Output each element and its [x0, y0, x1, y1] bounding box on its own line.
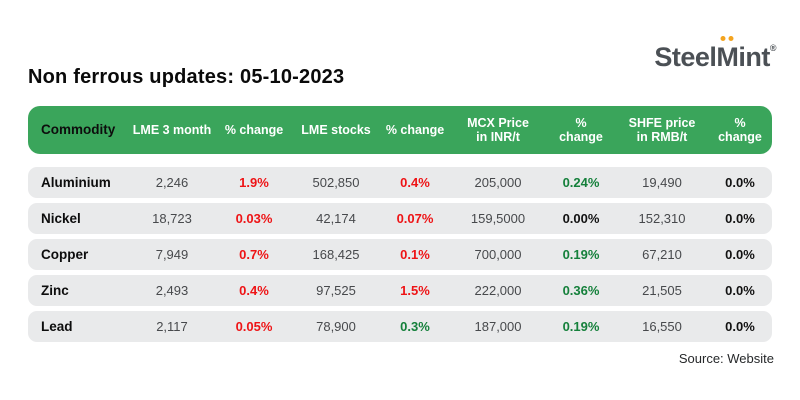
commodity-name: Copper — [41, 247, 89, 262]
table-header: Commodity LME 3 month % change LME stocks % … — [28, 106, 772, 154]
table-body: Aluminium 2,246 1.9% 502,850 0.4% 205,000 0.24… — [28, 167, 772, 347]
registered-mark: ® — [769, 43, 777, 53]
table-cell: 0.0% — [725, 319, 755, 334]
table-cell: 1.9% — [239, 175, 269, 190]
table-cell: 0.19% — [562, 319, 600, 334]
table-cell: 0.36% — [562, 283, 600, 298]
column-header: LME 3 month — [132, 122, 212, 137]
table-cell: 0.00% — [562, 211, 600, 226]
commodity-name: Aluminium — [41, 175, 111, 190]
table-cell: 7,949 — [155, 247, 189, 262]
table-cell: 222,000 — [474, 283, 522, 298]
table-cell: 18,723 — [152, 211, 192, 226]
column-header: Commodity — [41, 122, 116, 138]
table-cell: 2,246 — [155, 175, 189, 190]
column-header: % change — [224, 122, 284, 137]
table-cell: 0.0% — [725, 211, 755, 226]
table-cell: 67,210 — [642, 247, 682, 262]
column-header: LME stocks — [301, 122, 371, 137]
table-cell: 0.0% — [725, 283, 755, 298]
table-cell: 0.4% — [239, 283, 269, 298]
table-cell: 2,493 — [155, 283, 189, 298]
table-row: Aluminium 2,246 1.9% 502,850 0.4% 205,000 0.24… — [28, 167, 772, 198]
column-header: % change — [385, 122, 445, 137]
column-header: % change — [559, 115, 603, 144]
table-cell: 0.05% — [235, 319, 273, 334]
table-cell: 0.19% — [562, 247, 600, 262]
table-cell: 187,000 — [474, 319, 522, 334]
column-header: MCX Price in INR/t — [467, 115, 529, 144]
commodity-name: Lead — [41, 319, 73, 334]
table-cell: 78,900 — [316, 319, 356, 334]
table-row: Nickel 18,723 0.03% 42,174 0.07% 159,5000 0.00… — [28, 203, 772, 234]
table-cell: 21,505 — [642, 283, 682, 298]
source-note: Source: Website — [678, 351, 774, 366]
commodity-name: Zinc — [41, 283, 69, 298]
table-cell: 1.5% — [400, 283, 430, 298]
commodity-name: Nickel — [41, 211, 81, 226]
table-cell: 0.0% — [725, 175, 755, 190]
table-cell: 42,174 — [316, 211, 356, 226]
table-cell: 19,490 — [642, 175, 682, 190]
table-cell: 0.07% — [396, 211, 434, 226]
table-row: Copper 7,949 0.7% 168,425 0.1% 700,000 0.19% 67… — [28, 239, 772, 270]
column-header: SHFE price in RMB/t — [628, 115, 696, 144]
table-cell: 168,425 — [312, 247, 360, 262]
logo-text-steel: Steel — [654, 42, 717, 72]
table-row: Zinc 2,493 0.4% 97,525 1.5% 222,000 0.36% 21,50… — [28, 275, 772, 306]
column-header: % change — [718, 115, 762, 144]
table-cell: 700,000 — [474, 247, 522, 262]
table-cell: 0.4% — [400, 175, 430, 190]
table-cell: 502,850 — [312, 175, 360, 190]
table-cell: 152,310 — [638, 211, 686, 226]
table-cell: 2,117 — [156, 319, 188, 334]
logo-text-int: int — [738, 42, 770, 72]
table-cell: 16,550 — [642, 319, 682, 334]
table-cell: 0.03% — [235, 211, 273, 226]
table-cell: 205,000 — [474, 175, 522, 190]
table-cell: 0.1% — [400, 247, 430, 262]
table-cell: 159,5000 — [470, 211, 526, 226]
page-title: Non ferrous updates: 05-10-2023 — [28, 66, 345, 88]
table-row: Lead 2,117 0.05% 78,900 0.3% 187,000 0.19% 16,5… — [28, 311, 772, 342]
table-cell: 0.0% — [725, 247, 755, 262]
steelmint-logo: Steel Mint® — [654, 36, 777, 73]
logo-m-with-dots: M — [716, 36, 739, 73]
logo-text-m: M — [716, 42, 739, 72]
logo-orange-dots-icon — [720, 36, 734, 41]
table-cell: 0.3% — [400, 319, 430, 334]
table-cell: 97,525 — [316, 283, 356, 298]
table-cell: 0.24% — [562, 175, 600, 190]
table-cell: 0.7% — [239, 247, 269, 262]
